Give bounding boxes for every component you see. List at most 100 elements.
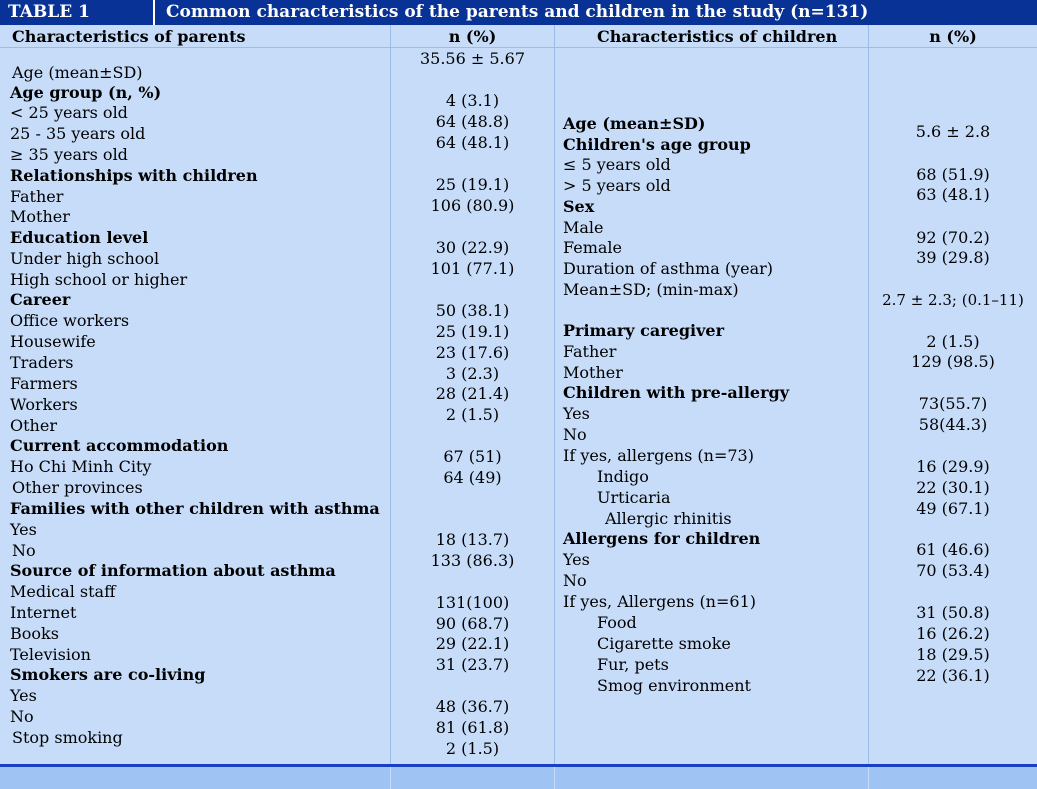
- parent-value: 28 (21.4): [435, 384, 510, 403]
- parent-value: 64 (49): [443, 468, 502, 487]
- child-sublabel: Smog environment: [597, 676, 751, 695]
- parent-value: 50 (38.1): [435, 301, 510, 320]
- parent-label: Mother: [10, 207, 70, 226]
- child-value: 49 (67.1): [916, 499, 990, 518]
- parent-value: 35.56 ± 5.67: [419, 49, 525, 68]
- footer-separator: [868, 767, 869, 789]
- parent-value: 90 (68.7): [435, 614, 510, 633]
- parent-value: 25 (19.1): [435, 175, 510, 194]
- header-children: Characteristics of children: [597, 27, 838, 46]
- parent-value: 30 (22.9): [435, 238, 510, 257]
- child-label: Duration of asthma (year): [563, 259, 773, 278]
- parent-label: Television: [10, 645, 91, 664]
- child-section: Children's age group: [563, 135, 751, 154]
- child-value: 68 (51.9): [916, 165, 990, 184]
- parent-value: 101 (77.1): [430, 259, 515, 278]
- child-label: Yes: [563, 404, 590, 423]
- child-label: ≤ 5 years old: [563, 155, 671, 174]
- parent-label: Farmers: [10, 374, 78, 393]
- child-label: Mother: [563, 363, 623, 382]
- parent-label: Stop smoking: [12, 728, 123, 747]
- parent-label: Traders: [10, 353, 74, 372]
- footer-separator: [554, 767, 555, 789]
- column-parents: [0, 25, 391, 789]
- parent-value: 23 (17.6): [435, 343, 510, 362]
- column-parents-n: [391, 25, 555, 789]
- child-section: Sex: [563, 197, 595, 216]
- parent-label: Ho Chi Minh City: [10, 457, 152, 476]
- child-value: 2.7 ± 2.3; (0.1–11): [882, 291, 1024, 309]
- parent-value: 29 (22.1): [435, 634, 510, 653]
- column-children: [555, 25, 869, 789]
- parent-label: Medical staff: [10, 582, 116, 601]
- parent-value: 48 (36.7): [435, 697, 510, 716]
- child-value: 39 (29.8): [916, 248, 990, 267]
- parent-label: < 25 years old: [10, 103, 128, 122]
- parent-value: 2 (1.5): [445, 405, 500, 424]
- table-footer-band: [0, 767, 1037, 789]
- header-divider: [0, 47, 1037, 48]
- child-sublabel: Cigarette smoke: [597, 634, 731, 653]
- parent-label: Other: [10, 416, 57, 435]
- child-label: No: [563, 571, 587, 590]
- header-parents-n: n (%): [448, 27, 497, 46]
- child-section: Primary caregiver: [563, 321, 725, 340]
- parent-label: High school or higher: [10, 270, 188, 289]
- parent-value: 31 (23.7): [435, 655, 510, 674]
- child-value: 73(55.7): [918, 394, 988, 413]
- parent-label: Father: [10, 187, 64, 206]
- child-label: Father: [563, 342, 617, 361]
- table-label: TABLE 1: [0, 0, 155, 25]
- table-bottom-rule: [0, 764, 1037, 767]
- parent-value: 67 (51): [443, 447, 502, 466]
- parent-label: Yes: [10, 520, 37, 539]
- child-label: > 5 years old: [563, 176, 671, 195]
- child-label: Yes: [563, 550, 590, 569]
- parent-label: Under high school: [10, 249, 160, 268]
- child-value: 58(44.3): [918, 415, 988, 434]
- parent-value: 2 (1.5): [445, 739, 500, 758]
- parent-label: 25 - 35 years old: [10, 124, 146, 143]
- child-value: 63 (48.1): [916, 185, 990, 204]
- parent-label: Office workers: [10, 311, 130, 330]
- child-value: 22 (36.1): [916, 666, 990, 685]
- child-label: If yes, allergens (n=73): [563, 446, 754, 465]
- child-label: No: [563, 425, 587, 444]
- child-sublabel: Indigo: [597, 467, 649, 486]
- child-value: 31 (50.8): [916, 603, 990, 622]
- parent-value: 3 (2.3): [445, 364, 500, 383]
- parent-label: Internet: [10, 603, 77, 622]
- parent-section: Relationships with children: [10, 166, 258, 185]
- footer-separator: [390, 767, 391, 789]
- header-parents: Characteristics of parents: [12, 27, 246, 46]
- parent-value: 64 (48.8): [435, 112, 510, 131]
- parent-section: Current accommodation: [10, 436, 229, 455]
- parent-value: 25 (19.1): [435, 322, 510, 341]
- parent-label: Housewife: [10, 332, 96, 351]
- parent-label: Age (mean±SD): [12, 63, 143, 82]
- child-label: Male: [563, 218, 604, 237]
- parent-label: No: [10, 707, 34, 726]
- parent-section: Education level: [10, 228, 149, 247]
- parent-value: 106 (80.9): [430, 196, 515, 215]
- child-value: 92 (70.2): [916, 228, 990, 247]
- child-sublabel: Urticaria: [597, 488, 671, 507]
- parent-value: 131(100): [435, 593, 510, 612]
- child-value: 5.6 ± 2.8: [915, 122, 991, 141]
- child-sublabel: Allergic rhinitis: [605, 509, 732, 528]
- child-value: 2 (1.5): [926, 332, 980, 351]
- parent-value: 4 (3.1): [445, 91, 500, 110]
- child-value: 16 (26.2): [916, 624, 990, 643]
- child-value: 18 (29.5): [916, 645, 990, 664]
- table-title: Common characteristics of the parents an…: [166, 2, 869, 22]
- parent-value: 81 (61.8): [435, 718, 510, 737]
- child-sublabel: Food: [597, 613, 637, 632]
- parent-section: Families with other children with asthma: [10, 499, 380, 518]
- parent-label: Yes: [10, 686, 37, 705]
- parent-label: No: [12, 541, 36, 560]
- child-value: 16 (29.9): [916, 457, 990, 476]
- parent-value: 18 (13.7): [435, 530, 510, 549]
- parent-value: 64 (48.1): [435, 133, 510, 152]
- parent-label: Workers: [10, 395, 78, 414]
- header-children-n: n (%): [929, 27, 977, 46]
